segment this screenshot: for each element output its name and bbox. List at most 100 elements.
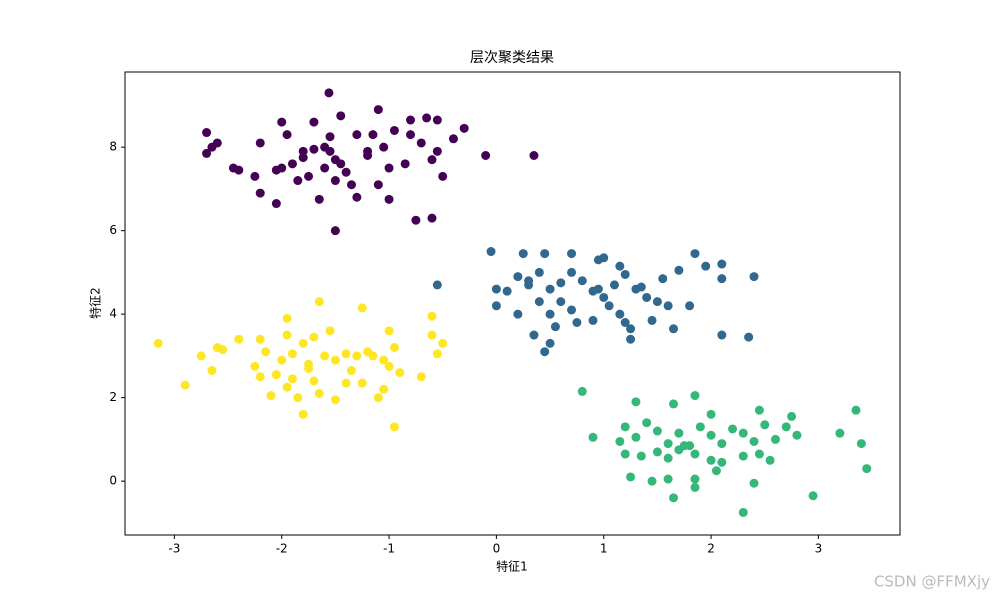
scatter-point: [357, 378, 367, 388]
scatter-point: [255, 334, 265, 344]
scatter-point: [738, 451, 748, 461]
scatter-point: [529, 330, 539, 340]
scatter-point: [373, 180, 383, 190]
scatter-point: [770, 434, 780, 444]
scatter-point: [330, 355, 340, 365]
scatter-point: [304, 363, 314, 373]
scatter-point: [690, 249, 700, 259]
scatter-point: [620, 269, 630, 279]
scatter-point: [255, 138, 265, 148]
scatter-point: [545, 284, 555, 294]
scatter-point: [325, 326, 335, 336]
y-tick-label: 2: [109, 390, 117, 404]
scatter-point: [416, 372, 426, 382]
scatter-point: [609, 280, 619, 290]
scatter-point: [320, 163, 330, 173]
scatter-point: [513, 309, 523, 319]
scatter-point: [336, 111, 346, 121]
scatter-point: [690, 482, 700, 492]
scatter-point: [255, 372, 265, 382]
scatter-point: [787, 411, 797, 421]
scatter-point: [389, 343, 399, 353]
scatter-point: [754, 449, 764, 459]
scatter-point: [545, 309, 555, 319]
scatter-point: [540, 347, 550, 357]
scatter-point: [674, 265, 684, 275]
scatter-point: [663, 474, 673, 484]
scatter-point: [599, 253, 609, 263]
scatter-point: [652, 297, 662, 307]
scatter-point: [835, 428, 845, 438]
scatter-point: [427, 213, 437, 223]
scatter-point: [658, 274, 668, 284]
scatter-point: [669, 493, 679, 503]
scatter-point: [432, 115, 442, 125]
scatter-point: [647, 476, 657, 486]
scatter-point: [271, 199, 281, 209]
scatter-point: [406, 115, 416, 125]
plot-frame: [124, 71, 901, 536]
scatter-point: [518, 249, 528, 259]
scatter-point: [652, 426, 662, 436]
scatter-point: [346, 366, 356, 376]
scatter-point: [749, 436, 759, 446]
scatter-point: [626, 324, 636, 334]
scatter-point: [567, 305, 577, 315]
scatter-point: [534, 297, 544, 307]
scatter-point: [626, 334, 636, 344]
scatter-point: [577, 386, 587, 396]
scatter-point: [669, 399, 679, 409]
scatter-point: [384, 326, 394, 336]
scatter-point: [314, 194, 324, 204]
scatter-point: [685, 301, 695, 311]
scatter-point: [781, 422, 791, 432]
scatter-point: [196, 351, 206, 361]
x-tick-label: 0: [493, 542, 501, 556]
scatter-point: [556, 278, 566, 288]
scatter-point: [738, 428, 748, 438]
scatter-point: [293, 176, 303, 186]
scatter-point: [674, 428, 684, 438]
scatter-point: [448, 134, 458, 144]
scatter-point: [491, 284, 501, 294]
x-tick-label: 1: [600, 542, 608, 556]
scatter-point: [432, 349, 442, 359]
scatter-point: [706, 409, 716, 419]
scatter-point: [690, 449, 700, 459]
scatter-point: [711, 466, 721, 476]
scatter-point: [701, 261, 711, 271]
scatter-point: [792, 430, 802, 440]
scatter-point: [427, 311, 437, 321]
x-tick-label: -1: [383, 542, 395, 556]
scatter-point: [287, 374, 297, 384]
scatter-point: [695, 422, 705, 432]
scatter-point: [384, 163, 394, 173]
scatter-point: [438, 171, 448, 181]
scatter-point: [271, 370, 281, 380]
scatter-point: [765, 455, 775, 465]
scatter-point: [545, 338, 555, 348]
scatter-point: [207, 366, 217, 376]
scatter-point: [336, 159, 346, 169]
scatter-point: [642, 292, 652, 302]
scatter-point: [679, 441, 689, 451]
scatter-point: [330, 226, 340, 236]
scatter-point: [631, 397, 641, 407]
scatter-point: [368, 130, 378, 140]
scatter-point: [749, 272, 759, 282]
scatter-point: [330, 176, 340, 186]
scatter-point: [373, 105, 383, 115]
scatter-point: [540, 249, 550, 259]
scatter-point: [320, 351, 330, 361]
scatter-point: [808, 491, 818, 501]
scatter-point: [631, 432, 641, 442]
scatter-point: [588, 432, 598, 442]
scatter-point: [620, 422, 630, 432]
scatter-point: [293, 393, 303, 403]
scatter-point: [572, 317, 582, 327]
scatter-point: [717, 457, 727, 467]
scatter-point: [389, 125, 399, 135]
scatter-point: [427, 330, 437, 340]
scatter-point: [529, 150, 539, 160]
scatter-point: [513, 272, 523, 282]
